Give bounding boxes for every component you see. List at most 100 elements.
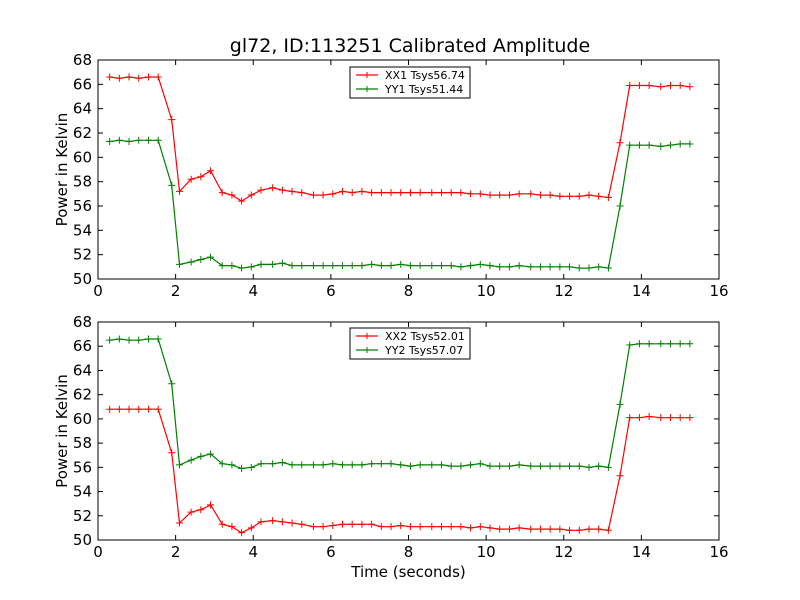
data-point bbox=[368, 260, 376, 268]
data-point bbox=[106, 73, 114, 81]
data-point bbox=[387, 523, 395, 531]
data-point bbox=[135, 405, 143, 413]
data-point bbox=[626, 141, 634, 149]
x-tick-label: 2 bbox=[171, 543, 181, 561]
data-point bbox=[486, 262, 494, 270]
data-point bbox=[339, 461, 347, 469]
data-point bbox=[397, 260, 405, 268]
y-tick-label: 50 bbox=[73, 270, 92, 288]
data-point bbox=[377, 189, 385, 197]
data-point bbox=[645, 340, 653, 348]
data-point bbox=[358, 262, 366, 270]
data-point bbox=[397, 521, 405, 529]
data-point bbox=[238, 264, 246, 272]
y-tick-label: 52 bbox=[73, 246, 92, 264]
x-tick-label: 2 bbox=[171, 282, 181, 300]
y-axis-label: Power in Kelvin bbox=[53, 374, 71, 488]
data-point bbox=[635, 141, 643, 149]
x-tick-label: 14 bbox=[632, 282, 651, 300]
data-point bbox=[135, 74, 143, 82]
data-point bbox=[566, 462, 574, 470]
data-point bbox=[176, 187, 184, 195]
data-point bbox=[437, 262, 445, 270]
y-tick-label: 68 bbox=[73, 313, 92, 331]
x-tick-label: 0 bbox=[93, 282, 103, 300]
legend-entry: YY1 Tsys51.44 bbox=[384, 83, 463, 96]
data-point bbox=[298, 189, 306, 197]
data-point bbox=[546, 525, 554, 533]
data-point bbox=[447, 462, 455, 470]
data-point bbox=[309, 191, 317, 199]
data-point bbox=[437, 523, 445, 531]
data-point bbox=[348, 520, 356, 528]
data-point bbox=[686, 414, 694, 422]
data-point bbox=[168, 181, 176, 189]
data-point bbox=[329, 262, 337, 270]
data-point bbox=[496, 462, 504, 470]
data-point bbox=[505, 525, 513, 533]
data-point bbox=[604, 264, 612, 272]
data-point bbox=[486, 191, 494, 199]
data-point bbox=[238, 465, 246, 473]
data-point bbox=[428, 461, 436, 469]
y-tick-label: 58 bbox=[73, 434, 92, 452]
data-point bbox=[566, 526, 574, 534]
data-point bbox=[476, 460, 484, 468]
data-point bbox=[319, 523, 327, 531]
data-point bbox=[428, 262, 436, 270]
data-point bbox=[457, 263, 465, 271]
legend-marker bbox=[364, 72, 370, 78]
data-point bbox=[197, 506, 205, 514]
data-point bbox=[585, 264, 593, 272]
data-point bbox=[657, 340, 665, 348]
data-point bbox=[595, 525, 603, 533]
data-point bbox=[476, 190, 484, 198]
data-point bbox=[635, 340, 643, 348]
data-point bbox=[106, 336, 114, 344]
x-tick-label: 8 bbox=[404, 543, 414, 561]
data-point bbox=[595, 263, 603, 271]
x-tick-label: 8 bbox=[404, 282, 414, 300]
y-tick-label: 66 bbox=[73, 75, 92, 93]
x-tick-label: 6 bbox=[326, 282, 336, 300]
data-point bbox=[207, 450, 215, 458]
data-point bbox=[309, 461, 317, 469]
y-tick-label: 64 bbox=[73, 361, 92, 379]
data-point bbox=[536, 462, 544, 470]
data-point bbox=[298, 461, 306, 469]
data-point bbox=[666, 340, 674, 348]
data-point bbox=[218, 262, 226, 270]
data-point bbox=[406, 262, 414, 270]
data-point bbox=[228, 461, 236, 469]
data-point bbox=[106, 138, 114, 146]
data-point bbox=[505, 263, 513, 271]
data-point bbox=[585, 191, 593, 199]
data-point bbox=[319, 262, 327, 270]
data-point bbox=[288, 461, 296, 469]
legend-entry: YY2 Tsys57.07 bbox=[384, 344, 463, 357]
data-point bbox=[447, 189, 455, 197]
data-point bbox=[575, 526, 583, 534]
data-point bbox=[686, 83, 694, 91]
data-point bbox=[348, 189, 356, 197]
data-point bbox=[144, 73, 152, 81]
data-point bbox=[387, 460, 395, 468]
data-point bbox=[546, 263, 554, 271]
x-tick-label: 12 bbox=[554, 543, 573, 561]
data-point bbox=[527, 462, 535, 470]
data-point bbox=[115, 335, 123, 343]
data-point bbox=[309, 262, 317, 270]
data-point bbox=[457, 189, 465, 197]
x-tick-label: 0 bbox=[93, 543, 103, 561]
data-point bbox=[585, 525, 593, 533]
data-point bbox=[467, 461, 475, 469]
legend-box bbox=[349, 327, 471, 360]
data-point bbox=[505, 462, 513, 470]
x-tick-label: 4 bbox=[248, 282, 258, 300]
data-point bbox=[515, 461, 523, 469]
data-point bbox=[604, 463, 612, 471]
data-point bbox=[467, 524, 475, 532]
data-point bbox=[406, 523, 414, 531]
data-point bbox=[447, 523, 455, 531]
data-point bbox=[247, 463, 255, 471]
